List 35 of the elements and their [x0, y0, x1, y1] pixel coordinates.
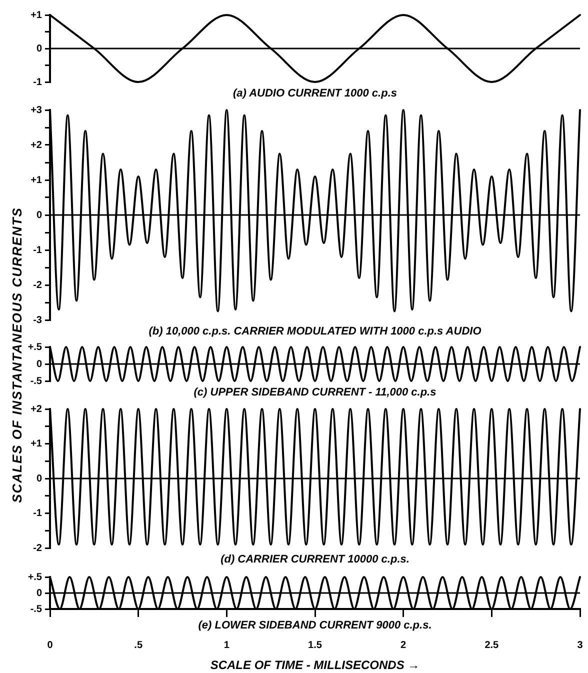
y-tick-label: 0: [36, 43, 42, 54]
text: (b) 10,000 c.p.s. CARRIER MODULATED WITH 1000 c.p.s AUDIO: [148, 326, 482, 338]
y-tick-label: +1: [30, 438, 42, 450]
y-tick-label: -2: [33, 280, 42, 291]
x-axis-title: SCALE OF TIME - MILLISECONDS →: [210, 658, 420, 672]
x-tick-label: 1: [224, 640, 230, 651]
x-tick-label: 0: [47, 640, 54, 651]
y-tick-label: +2: [30, 404, 42, 415]
text: (e) LOWER SIDEBAND CURRENT 9000 c.p.s.: [198, 620, 432, 632]
y-tick-label: -1: [33, 244, 42, 256]
y-tick-label: 0: [36, 210, 42, 221]
text: (c) UPPER SIDEBAND CURRENT - 11,000 c.p.s: [194, 386, 436, 399]
y-tick-label: +3: [30, 104, 42, 116]
y-tick-label: 0: [36, 473, 42, 484]
y-tick-label: -3: [33, 314, 42, 326]
y-tick-label: +.5: [28, 572, 42, 583]
x-tick-label: 3: [577, 640, 584, 651]
y-tick-label: -.5: [30, 604, 42, 615]
y-tick-label: -2: [33, 542, 42, 554]
y-tick-label: +1: [30, 10, 42, 21]
text: (d) CARRIER CURRENT 10000 c.p.s.: [220, 554, 410, 566]
y-tick-label: +1: [30, 174, 42, 186]
x-tick-label: 2: [400, 640, 407, 651]
y-tick-label: +.5: [28, 342, 42, 353]
x-tick-label: 2.5: [484, 640, 500, 651]
y-tick-label: -.5: [30, 376, 42, 387]
y-tick-label: -1: [33, 76, 42, 88]
x-tick-label: .5: [134, 640, 143, 651]
text: (a) AUDIO CURRENT 1000 c.p.s: [232, 88, 398, 100]
y-tick-label: 0: [36, 358, 42, 370]
y-axis-title: SCALES OF INSTANTANEOUS CURRENTS: [10, 207, 24, 503]
y-tick-label: 0: [36, 588, 42, 599]
y-tick-label: -1: [33, 508, 42, 519]
y-tick-label: +2: [30, 140, 42, 151]
x-tick-label: 1.5: [308, 640, 322, 651]
